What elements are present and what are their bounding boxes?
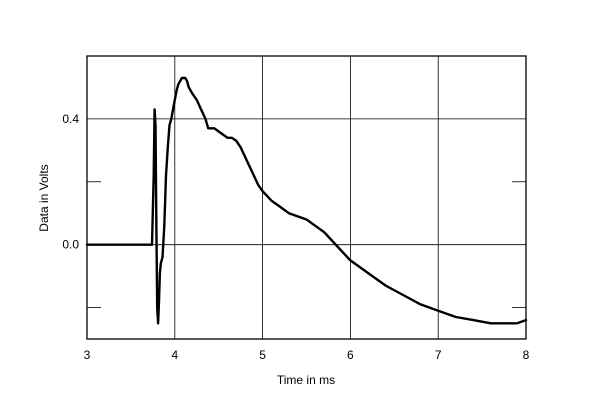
y-tick-labels: 0.0 0.4	[62, 112, 79, 252]
plot-frame	[86, 55, 527, 340]
x-tick-label: 4	[171, 348, 178, 362]
x-tick-label: 8	[523, 348, 530, 362]
x-tick-label: 7	[435, 348, 442, 362]
grid-lines	[87, 56, 526, 339]
series-layer	[85, 76, 528, 325]
y-tick-label: 0.4	[62, 112, 79, 126]
x-axis-label: Time in ms	[277, 373, 335, 387]
y-axis-label: Data in Volts	[37, 164, 51, 231]
y-tick-label: 0.0	[62, 238, 79, 252]
x-tick-label: 3	[84, 348, 91, 362]
x-tick-label: 6	[347, 348, 354, 362]
x-tick-label: 5	[259, 348, 266, 362]
tick-marks	[87, 181, 526, 308]
x-tick-labels: 3 4 5 6 7 8	[84, 348, 530, 362]
series-line	[85, 76, 528, 325]
